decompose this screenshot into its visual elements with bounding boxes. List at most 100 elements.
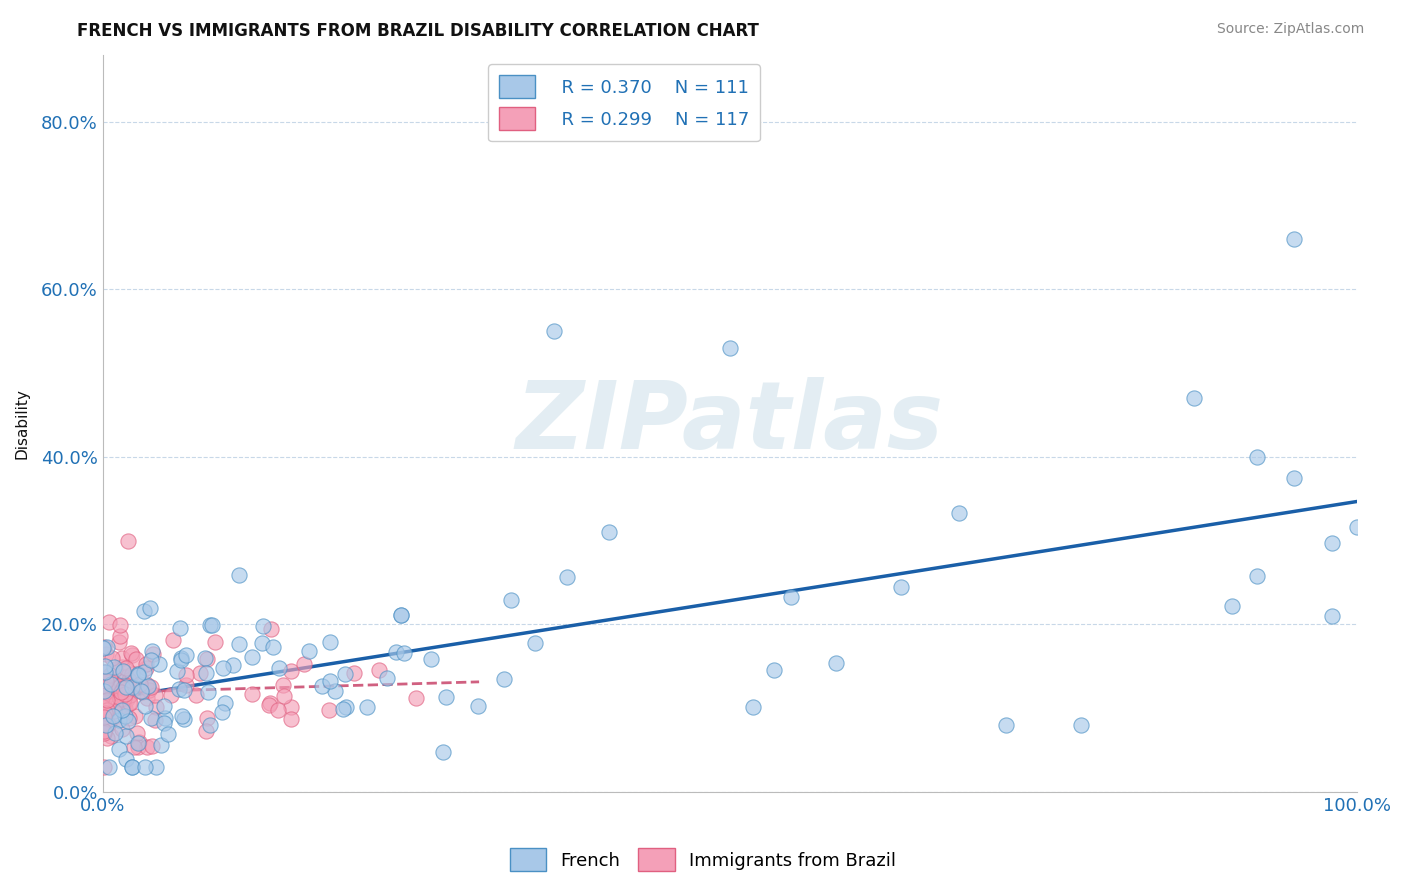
Point xyxy=(96,703,118,717)
Point xyxy=(135,677,157,691)
Point xyxy=(262,640,284,654)
Point xyxy=(298,643,321,657)
Point xyxy=(141,739,163,753)
Point xyxy=(97,717,120,731)
Point xyxy=(112,691,135,706)
Point xyxy=(184,689,207,703)
Point xyxy=(93,696,115,710)
Point xyxy=(434,690,457,704)
Point xyxy=(139,653,162,667)
Point xyxy=(127,740,149,755)
Point xyxy=(135,661,157,675)
Point xyxy=(118,696,141,710)
Point xyxy=(139,680,162,694)
Point xyxy=(114,678,136,692)
Point xyxy=(111,651,134,665)
Point xyxy=(107,679,129,693)
Point xyxy=(104,662,127,676)
Point xyxy=(93,726,115,740)
Point xyxy=(114,701,136,715)
Point xyxy=(93,759,115,773)
Point xyxy=(173,712,195,726)
Point xyxy=(524,636,547,650)
Point xyxy=(115,682,138,697)
Point xyxy=(134,698,156,713)
Point xyxy=(432,745,454,759)
Point xyxy=(174,668,197,682)
Point xyxy=(194,666,217,681)
Point xyxy=(335,700,357,714)
Point xyxy=(257,698,280,713)
Point xyxy=(129,684,152,698)
Point xyxy=(1246,450,1268,464)
Point xyxy=(195,711,218,725)
Point xyxy=(195,724,218,739)
Point xyxy=(96,674,118,689)
Point xyxy=(267,660,290,674)
Point xyxy=(250,636,273,650)
Point xyxy=(252,619,274,633)
Point xyxy=(280,664,302,678)
Point xyxy=(1246,568,1268,582)
Point xyxy=(385,645,408,659)
Point xyxy=(194,650,217,665)
Point xyxy=(114,661,136,675)
Point xyxy=(741,700,763,714)
Legend:   R = 0.370    N = 111,   R = 0.299    N = 117: R = 0.370 N = 111, R = 0.299 N = 117 xyxy=(488,64,759,141)
Point xyxy=(780,590,803,604)
Point xyxy=(110,675,132,690)
Point xyxy=(259,696,281,710)
Point xyxy=(101,707,124,722)
Point xyxy=(111,699,134,714)
Point xyxy=(110,685,132,699)
Point xyxy=(222,657,245,672)
Point xyxy=(127,668,149,682)
Point xyxy=(118,711,141,725)
Point xyxy=(143,713,166,727)
Point xyxy=(134,665,156,679)
Point xyxy=(115,691,138,706)
Point xyxy=(135,739,157,754)
Point xyxy=(214,697,236,711)
Point xyxy=(96,715,118,730)
Point xyxy=(162,633,184,648)
Point xyxy=(170,651,193,665)
Point xyxy=(325,684,347,698)
Point xyxy=(112,681,135,695)
Point xyxy=(117,681,139,696)
Point xyxy=(240,650,263,665)
Point xyxy=(93,691,115,706)
Point xyxy=(173,682,195,697)
Point xyxy=(108,686,131,700)
Point xyxy=(160,688,183,702)
Point xyxy=(108,741,131,756)
Point xyxy=(121,759,143,773)
Point xyxy=(136,679,159,693)
Point xyxy=(101,651,124,665)
Point xyxy=(204,635,226,649)
Point xyxy=(392,646,415,660)
Point xyxy=(332,702,354,716)
Point xyxy=(228,567,250,582)
Point xyxy=(128,734,150,748)
Point xyxy=(111,722,134,736)
Point xyxy=(111,665,134,679)
Point xyxy=(467,698,489,713)
Point xyxy=(200,618,222,632)
Point xyxy=(153,699,176,714)
Point xyxy=(93,683,115,698)
Point xyxy=(108,635,131,649)
Point xyxy=(96,731,118,746)
Point xyxy=(96,693,118,707)
Point xyxy=(114,688,136,702)
Point xyxy=(494,672,516,686)
Point xyxy=(110,618,132,632)
Point xyxy=(318,703,340,717)
Point xyxy=(319,673,342,688)
Point xyxy=(93,693,115,707)
Point xyxy=(93,723,115,737)
Point xyxy=(98,615,121,629)
Point xyxy=(155,711,177,725)
Point xyxy=(145,759,167,773)
Point xyxy=(166,664,188,678)
